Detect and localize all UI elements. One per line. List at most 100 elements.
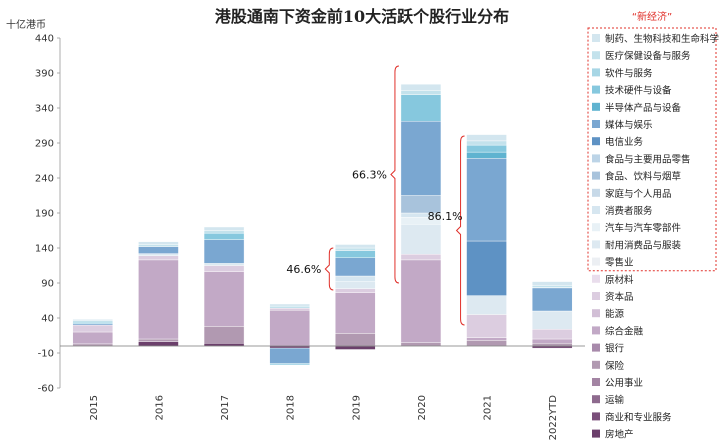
bar-segment: [466, 140, 507, 146]
legend-swatch: [592, 257, 600, 266]
legend-label: 零售业: [605, 257, 634, 269]
bar-segment: [138, 255, 179, 261]
x-tick-label: 2021: [483, 395, 494, 420]
legend-swatch: [592, 343, 600, 352]
legend-label: 能源: [605, 308, 625, 320]
legend-label: 半导体产品与设备: [605, 102, 682, 114]
legend-swatch: [592, 34, 600, 42]
x-tick-label: 2018: [286, 395, 297, 420]
bar-segment: [335, 345, 376, 350]
y-tick-label: 440: [35, 34, 54, 45]
bar-segment: [72, 320, 114, 323]
bar-segment: [400, 90, 442, 95]
x-tick-label: 2020: [417, 395, 428, 420]
bar-segment: [138, 244, 179, 247]
legend-label: 医疗保健设备与服务: [605, 50, 691, 62]
annotations-group: 46.6% 66.3% 86.1%: [286, 65, 465, 326]
legend: “新经济” 制药、生物科技和生命科学医疗保健设备与服务软件与服务技术硬件与设备半导…: [587, 10, 719, 441]
annotation-label: 46.6%: [286, 263, 321, 276]
legend-label: 软件与服务: [605, 67, 653, 79]
legend-label: 公用事业: [605, 377, 643, 389]
legend-swatch: [592, 120, 600, 128]
bar-segment: [466, 134, 507, 142]
y-axis-label: 十亿港币: [6, 18, 46, 31]
bar-segment: [400, 223, 442, 255]
x-tick-label: 2017: [220, 395, 231, 420]
bar-segment: [203, 233, 245, 240]
legend-label: 保险: [605, 360, 625, 372]
bar-segment: [335, 247, 376, 251]
legend-label: 食品与主要用品零售: [605, 153, 691, 165]
bar-segment: [203, 226, 245, 231]
bar-segment: [531, 343, 573, 347]
legend-label: 银行: [605, 343, 625, 355]
y-tick-label: -60: [38, 384, 54, 395]
new-economy-label: “新经济”: [632, 10, 672, 23]
bar-segment: [466, 295, 507, 315]
legend-swatch: [592, 137, 600, 146]
y-tick-label: -10: [38, 349, 54, 360]
legend-swatch: [592, 429, 600, 438]
bar-segment: [400, 121, 442, 196]
bar-segment: [335, 333, 376, 347]
annotation-label: 66.3%: [352, 169, 387, 182]
bar-segment: [466, 337, 507, 341]
bar-segment: [531, 338, 573, 344]
y-tick-label: 390: [35, 69, 54, 80]
legend-label: 制药、生物科技和生命科学: [605, 33, 719, 45]
bar-segment: [400, 259, 442, 343]
y-tick-label: 90: [41, 279, 54, 290]
bar-segment: [531, 281, 573, 287]
new-economy-box: [587, 27, 717, 272]
x-tick-label: 2015: [89, 395, 100, 420]
legend-swatch: [592, 412, 600, 421]
bar-segment: [400, 83, 442, 91]
annotation-label: 86.1%: [428, 210, 463, 223]
legend-label: 电信业务: [605, 136, 644, 148]
bar-segment: [531, 310, 573, 330]
bar-segment: [269, 347, 310, 364]
legend-label: 食品、饮料与烟草: [605, 171, 681, 183]
bar-segment: [269, 303, 310, 307]
bar-segment: [138, 253, 179, 256]
chart-title: 港股通南下资金前10大活跃个股行业分布: [215, 7, 509, 26]
bar-segment: [269, 310, 310, 347]
bars-group: [72, 83, 573, 366]
legend-label: 综合金融: [605, 325, 644, 337]
bar-segment: [466, 314, 507, 338]
legend-swatch: [592, 326, 600, 335]
bar-segment: [466, 158, 507, 242]
legend-label: 消费者服务: [605, 205, 653, 217]
bar-segment: [138, 246, 179, 254]
legend-label: 商业和专业服务: [605, 411, 672, 423]
bar-segment: [72, 319, 114, 321]
bar-segment: [269, 305, 310, 309]
bar-segment: [269, 308, 310, 311]
y-tick-label: 190: [35, 209, 54, 220]
bar-segment: [400, 94, 442, 122]
bar-segment: [138, 241, 179, 245]
bar-segment: [335, 244, 376, 249]
bar-segment: [72, 331, 114, 345]
bar-segment: [531, 329, 573, 340]
annotation-bracket: [455, 135, 465, 326]
bar-segment: [203, 326, 245, 344]
legend-label: 资本品: [605, 291, 634, 303]
bar-segment: [72, 322, 114, 324]
bar-segment: [335, 250, 376, 259]
bar-segment: [400, 342, 442, 347]
x-tick-label: 2016: [154, 395, 165, 420]
bar-segment: [203, 263, 245, 266]
legend-swatch: [592, 395, 600, 404]
x-tick-label: 2022YTD: [548, 395, 559, 441]
legend-label: 房地产: [605, 429, 634, 441]
legend-swatch: [592, 102, 600, 111]
bar-segment: [400, 254, 442, 261]
legend-label: 技术硬件与设备: [605, 85, 672, 97]
legend-label: 媒体与娱乐: [605, 119, 653, 131]
bar-segment: [466, 151, 507, 159]
bar-segment: [335, 288, 376, 294]
legend-swatch: [592, 360, 600, 369]
bar-segment: [138, 259, 179, 340]
